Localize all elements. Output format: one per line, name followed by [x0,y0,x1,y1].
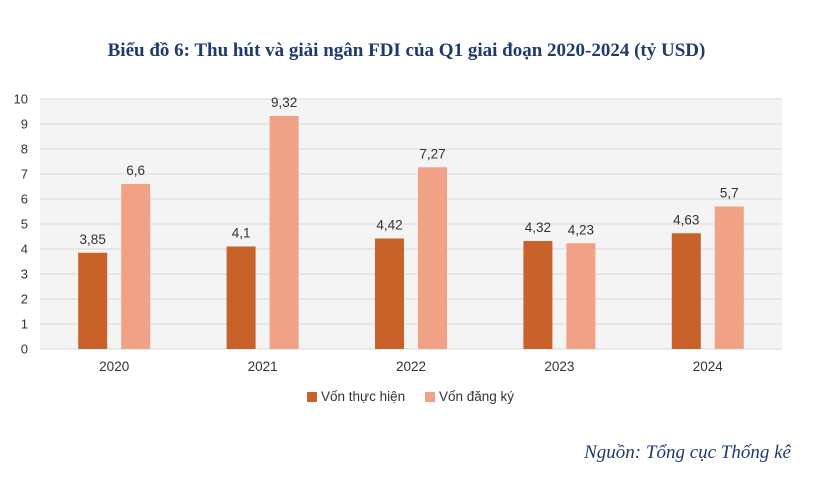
y-tick-label: 10 [14,92,28,107]
x-tick-label: 2021 [248,359,278,374]
data-label: 4,32 [525,220,551,235]
data-label: 3,85 [80,232,106,247]
y-tick-label: 8 [21,142,28,157]
bar [671,233,701,349]
legend-swatch [307,392,317,402]
data-label: 4,23 [568,222,594,237]
bar [418,167,447,349]
data-label: 6,6 [126,163,145,178]
data-label: 4,63 [673,212,699,227]
bar [78,252,108,349]
y-tick-label: 6 [21,192,28,207]
x-tick-label: 2024 [693,359,724,374]
bar [714,206,744,349]
bar [523,241,553,349]
x-tick-label: 2023 [544,359,574,374]
legend-label: Vốn thực hiện [321,389,405,404]
y-tick-label: 9 [21,117,28,132]
bar [566,243,596,349]
data-label: 9,32 [271,95,297,110]
y-tick-label: 5 [21,217,28,232]
bar [269,116,299,349]
y-tick-label: 3 [21,267,28,282]
y-tick-label: 7 [21,167,28,182]
x-tick-label: 2022 [396,359,426,374]
data-label: 4,42 [376,218,402,233]
legend-swatch [425,392,435,402]
data-label: 4,1 [232,226,251,241]
bar [226,246,256,349]
y-tick-label: 4 [21,242,28,257]
source-note: Nguồn: Tổng cục Thống kê [584,442,791,463]
bar [121,184,151,349]
y-tick-label: 2 [21,292,28,307]
x-tick-label: 2020 [99,359,129,374]
data-label: 7,27 [419,146,445,161]
chart-title: Biểu đồ 6: Thu hút và giải ngân FDI của … [107,40,706,61]
y-tick-label: 1 [21,317,28,332]
bar [375,238,404,349]
data-label: 5,7 [720,186,739,201]
legend-label: Vốn đăng ký [439,389,514,404]
y-tick-label: 0 [21,342,28,357]
